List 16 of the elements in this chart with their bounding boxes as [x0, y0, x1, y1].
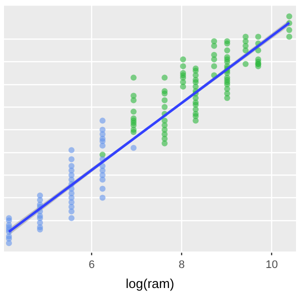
point	[100, 186, 106, 192]
x-tick-label: 6	[88, 258, 95, 271]
point	[130, 144, 137, 151]
point	[100, 194, 106, 201]
point	[100, 118, 106, 124]
point	[36, 226, 43, 233]
x-tick-label: 10	[266, 258, 278, 271]
point	[68, 215, 74, 222]
point	[68, 147, 74, 154]
point	[100, 176, 106, 183]
point	[68, 156, 74, 162]
point	[6, 240, 12, 246]
x-axis-title: log(ram)	[126, 276, 174, 291]
point	[100, 142, 106, 149]
x-tick-label: 8	[178, 258, 185, 271]
point	[68, 208, 74, 214]
